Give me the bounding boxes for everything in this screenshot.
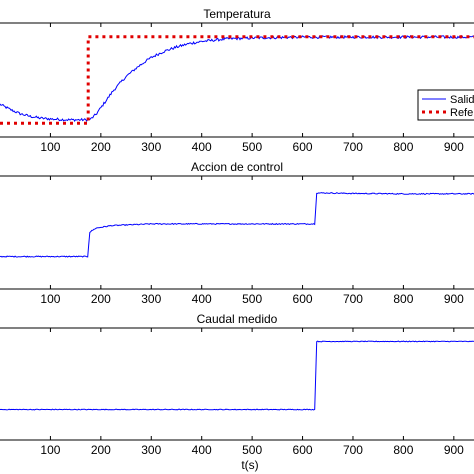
x-tick-label: 400 bbox=[192, 140, 212, 154]
series-line-referencia bbox=[0, 35, 474, 125]
x-tick-label: 600 bbox=[293, 443, 313, 457]
chart-title: Temperatura bbox=[203, 7, 271, 21]
x-tick-label: 100 bbox=[40, 292, 60, 306]
x-tick-label: 500 bbox=[242, 443, 262, 457]
plot-frame bbox=[0, 175, 474, 290]
x-tick-label: 300 bbox=[141, 292, 161, 306]
chart-panel-1: Temperatura 100 200 300 400 500 600 700 800 900 Sa… bbox=[0, 7, 474, 154]
series-line-signal bbox=[0, 340, 474, 411]
x-tick-label: 200 bbox=[91, 140, 111, 154]
x-tick-label: 800 bbox=[393, 292, 413, 306]
plot-frame bbox=[0, 22, 474, 138]
x-tick-label: 300 bbox=[141, 140, 161, 154]
x-tick-label: 800 bbox=[393, 140, 413, 154]
series-line-salida bbox=[0, 34, 474, 123]
x-tick-label: 200 bbox=[91, 443, 111, 457]
x-tick-label: 600 bbox=[293, 292, 313, 306]
x-axis-label: t(s) bbox=[241, 458, 258, 472]
x-tick-label: 800 bbox=[393, 443, 413, 457]
x-tick-label: 300 bbox=[141, 443, 161, 457]
x-tick-label: 700 bbox=[343, 140, 363, 154]
chart-title: Caudal medido bbox=[197, 312, 278, 326]
legend: SalidaReferencia bbox=[417, 89, 474, 121]
x-tick-label: 500 bbox=[242, 140, 262, 154]
chart-panel-2: Accion de control 100 200 300 400 500 600 700 80… bbox=[0, 160, 474, 306]
x-tick-label: 600 bbox=[293, 140, 313, 154]
x-tick-label: 100 bbox=[40, 443, 60, 457]
x-tick-label: 200 bbox=[91, 292, 111, 306]
x-tick-label: 100 bbox=[40, 140, 60, 154]
legend-box bbox=[417, 89, 474, 121]
legend-entry-1: Salida bbox=[450, 94, 474, 106]
legend-entry-2: Referencia bbox=[450, 107, 474, 119]
x-tick-label: 700 bbox=[343, 443, 363, 457]
x-tick-label: 900 bbox=[444, 443, 464, 457]
x-tick-label: 500 bbox=[242, 292, 262, 306]
x-tick-label: 900 bbox=[444, 292, 464, 306]
x-tick-label: 400 bbox=[192, 292, 212, 306]
x-tick-label: 900 bbox=[444, 140, 464, 154]
plot-frame bbox=[0, 327, 474, 441]
series-line-signal bbox=[0, 192, 474, 258]
x-tick-label: 700 bbox=[343, 292, 363, 306]
chart-panel-3: Caudal medido 100 200 300 400 500 600 700 800 900… bbox=[0, 312, 474, 472]
chart-title: Accion de control bbox=[191, 160, 283, 174]
x-tick-label: 400 bbox=[192, 443, 212, 457]
